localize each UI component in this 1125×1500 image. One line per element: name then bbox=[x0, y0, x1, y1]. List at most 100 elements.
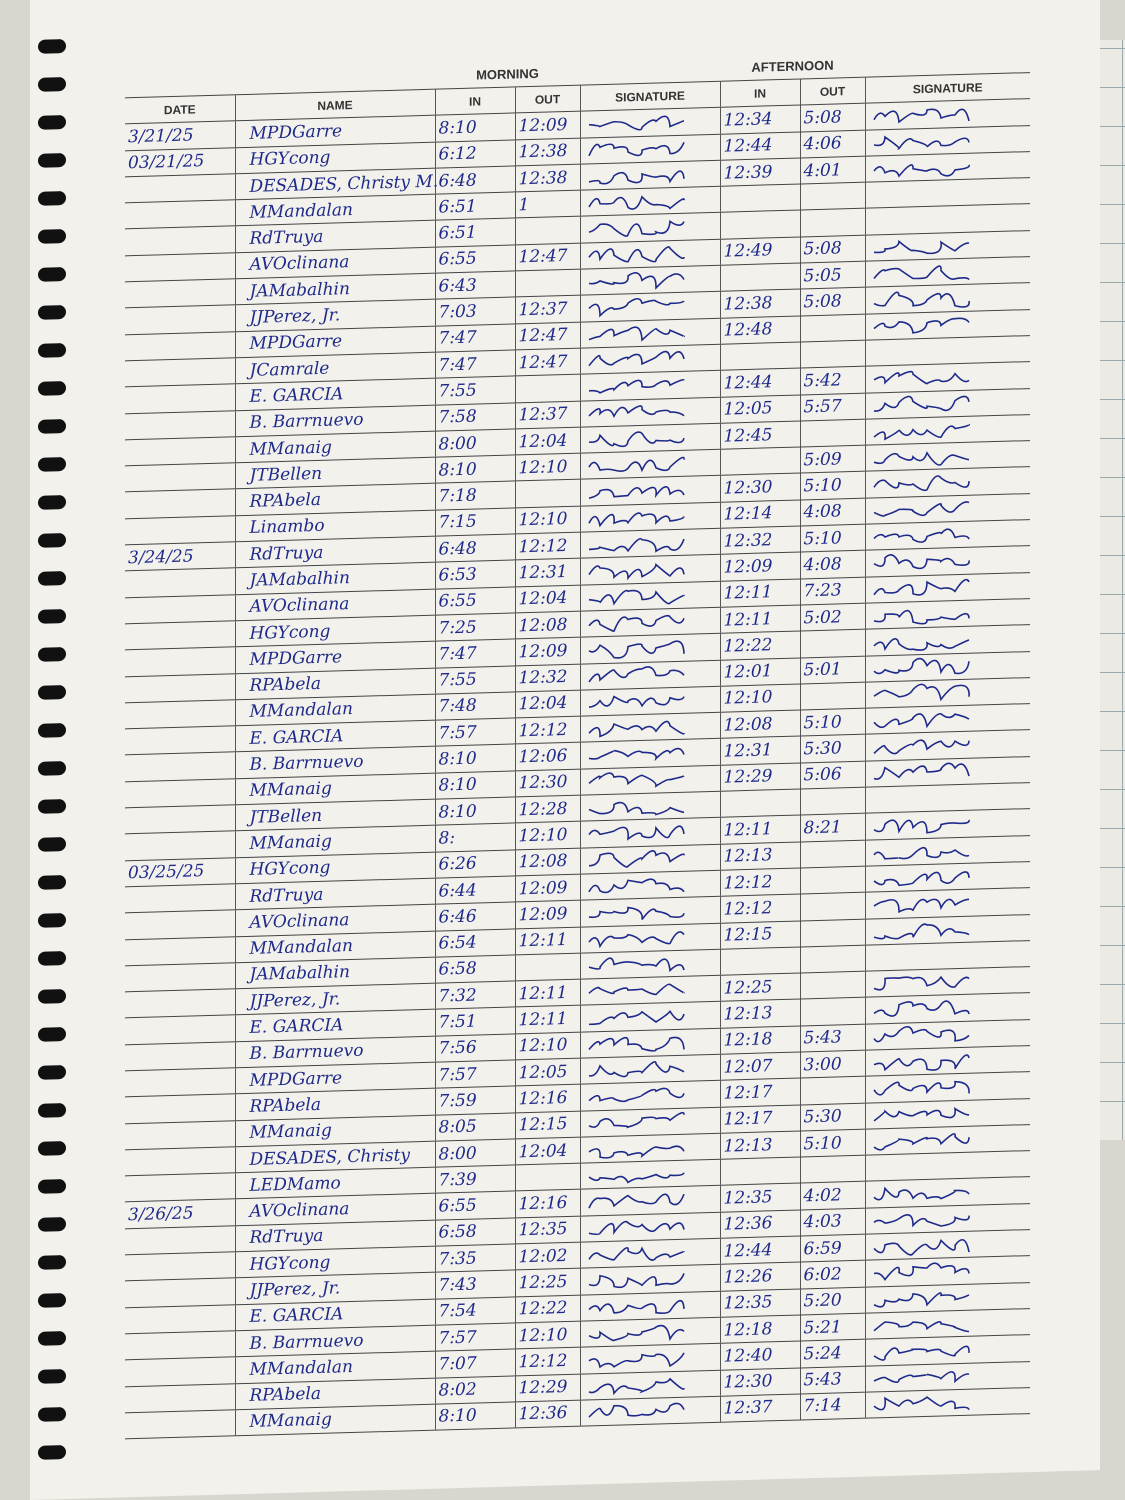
afternoon-in-header: IN bbox=[720, 78, 800, 108]
morning-out-cell: 12:10 bbox=[515, 821, 580, 850]
attendance-logbook-page: MORNING AFTERNOON DATE NAME IN OUT SIGNA… bbox=[30, 0, 1100, 1500]
morning-in-cell: 8:10 bbox=[435, 796, 515, 826]
afternoon-signature bbox=[865, 125, 1030, 157]
afternoon-in-cell: 12:40 bbox=[720, 1341, 800, 1370]
afternoon-in-cell: 12:29 bbox=[720, 762, 800, 792]
afternoon-in-cell: 12:31 bbox=[720, 736, 800, 765]
afternoon-signature bbox=[865, 1308, 1030, 1340]
signature-scribble bbox=[587, 1246, 685, 1261]
table-row: MPDGarre 7:47 12:47 12:48 bbox=[125, 309, 1030, 361]
morning-in-cell: 7:15 bbox=[435, 507, 515, 537]
table-row: JJPerez, Jr. 7:32 12:11 12:25 bbox=[125, 966, 1030, 1019]
morning-in-cell: 8:00 bbox=[435, 1138, 515, 1168]
spiral-ring bbox=[38, 1140, 66, 1156]
morning-in-cell: 8:10 bbox=[435, 455, 515, 484]
morning-in-cell: 8:10 bbox=[435, 1401, 515, 1431]
morning-signature bbox=[580, 1106, 720, 1138]
afternoon-out-cell bbox=[800, 997, 865, 1026]
afternoon-out-cell bbox=[800, 182, 865, 211]
table-row: MManaig 8:10 12:30 12:29 5:06 bbox=[125, 756, 1030, 808]
table-row: JAMabalhin 6:53 12:31 12:09 4:08 bbox=[125, 545, 1030, 598]
morning-in-cell: 7:48 bbox=[435, 691, 515, 721]
table-row: RPAbela 7:18 12:30 5:10 bbox=[125, 467, 1030, 519]
date-cell bbox=[125, 384, 235, 414]
morning-out-cell: 12:09 bbox=[515, 111, 580, 140]
afternoon-out-cell: 6:02 bbox=[800, 1260, 865, 1289]
table-row: B. Barrnuevo 7:57 12:10 12:18 5:21 bbox=[125, 1308, 1030, 1361]
signature-scribble bbox=[587, 512, 685, 528]
signature-scribble bbox=[588, 906, 685, 920]
name-cell: MManaig bbox=[235, 1404, 435, 1436]
afternoon-in-cell: 12:35 bbox=[720, 1183, 800, 1212]
afternoon-signature bbox=[865, 624, 1030, 656]
morning-in-cell: 7:43 bbox=[435, 1270, 515, 1299]
morning-signature bbox=[580, 607, 720, 638]
afternoon-in-cell: 12:44 bbox=[720, 131, 800, 161]
morning-out-cell: 12:09 bbox=[515, 874, 580, 903]
table-row: B. Barrnuevo 8:10 12:06 12:31 5:30 bbox=[125, 729, 1030, 782]
afternoon-out-cell: 5:10 bbox=[800, 471, 865, 500]
afternoon-in-cell: 12:07 bbox=[720, 1051, 800, 1081]
morning-signature bbox=[580, 1264, 720, 1295]
date-cell bbox=[125, 1357, 235, 1387]
table-row: MMandalan 6:54 12:11 12:15 bbox=[125, 914, 1030, 966]
morning-in-cell: 7:03 bbox=[435, 297, 515, 326]
morning-out-cell: 12:47 bbox=[515, 242, 580, 272]
afternoon-out-cell: 5:10 bbox=[800, 708, 865, 737]
afternoon-signature bbox=[865, 414, 1030, 446]
signature-scribble bbox=[872, 265, 970, 280]
morning-in-cell: 6:43 bbox=[435, 271, 515, 300]
afternoon-in-cell: 12:11 bbox=[720, 578, 800, 608]
date-cell bbox=[125, 278, 235, 309]
morning-in-cell: 6:44 bbox=[435, 875, 515, 905]
morning-signature bbox=[580, 160, 720, 191]
spiral-ring bbox=[38, 418, 66, 434]
spiral-ring bbox=[38, 988, 66, 1004]
spiral-ring bbox=[38, 38, 66, 54]
morning-out-cell: 12:38 bbox=[515, 164, 580, 193]
morning-out-cell: 12:47 bbox=[515, 348, 580, 377]
signature-scribble bbox=[872, 712, 969, 729]
afternoon-in-cell: 12:15 bbox=[720, 920, 800, 950]
spiral-ring bbox=[38, 1292, 66, 1308]
signature-scribble bbox=[872, 637, 969, 652]
afternoon-signature bbox=[865, 1098, 1030, 1130]
signature-scribble bbox=[587, 1036, 685, 1053]
signature-scribble bbox=[588, 378, 685, 394]
afternoon-out-cell bbox=[800, 1155, 865, 1184]
morning-signature bbox=[580, 107, 720, 138]
date-cell bbox=[125, 1304, 235, 1334]
afternoon-in-cell: 12:30 bbox=[720, 473, 800, 502]
signature-scribble bbox=[588, 747, 685, 762]
date-cell bbox=[125, 831, 235, 861]
afternoon-signature bbox=[865, 887, 1030, 919]
afternoon-out-cell bbox=[800, 208, 865, 237]
morning-signature bbox=[580, 1027, 720, 1059]
signature-scribble bbox=[588, 850, 685, 868]
afternoon-in-cell: 12:30 bbox=[720, 1367, 800, 1397]
morning-signature bbox=[580, 1290, 720, 1322]
morning-signature bbox=[580, 528, 720, 559]
date-header: DATE bbox=[125, 94, 235, 125]
signature-scribble bbox=[873, 1345, 970, 1361]
attendance-table: DATE NAME IN OUT SIGNATURE IN OUT SIGNAT… bbox=[125, 72, 1030, 1439]
morning-in-cell: 6:26 bbox=[435, 849, 515, 879]
date-cell bbox=[125, 962, 235, 992]
afternoon-signature bbox=[865, 1282, 1030, 1314]
afternoon-out-cell: 5:21 bbox=[800, 1313, 865, 1342]
afternoon-in-cell: 12:18 bbox=[720, 1314, 800, 1344]
signature-scribble bbox=[872, 475, 970, 492]
afternoon-in-cell: 12:35 bbox=[720, 1288, 800, 1318]
signature-scribble bbox=[587, 246, 685, 263]
signature-scribble bbox=[587, 195, 685, 210]
table-row: RdTruya 6:58 12:35 12:36 4:03 bbox=[125, 1203, 1030, 1255]
signature-scribble bbox=[873, 1262, 970, 1281]
table-row: 03/21/25 HGYcong 6:12 12:38 12:44 4:06 bbox=[125, 125, 1030, 177]
table-row: RdTruya 6:44 12:09 12:12 bbox=[125, 861, 1030, 914]
afternoon-in-cell: 12:17 bbox=[720, 1104, 800, 1134]
signature-scribble bbox=[873, 1396, 970, 1411]
morning-out-cell bbox=[515, 1163, 580, 1192]
signature-scribble bbox=[873, 898, 969, 913]
date-cell bbox=[125, 199, 235, 230]
spiral-ring bbox=[38, 760, 66, 776]
